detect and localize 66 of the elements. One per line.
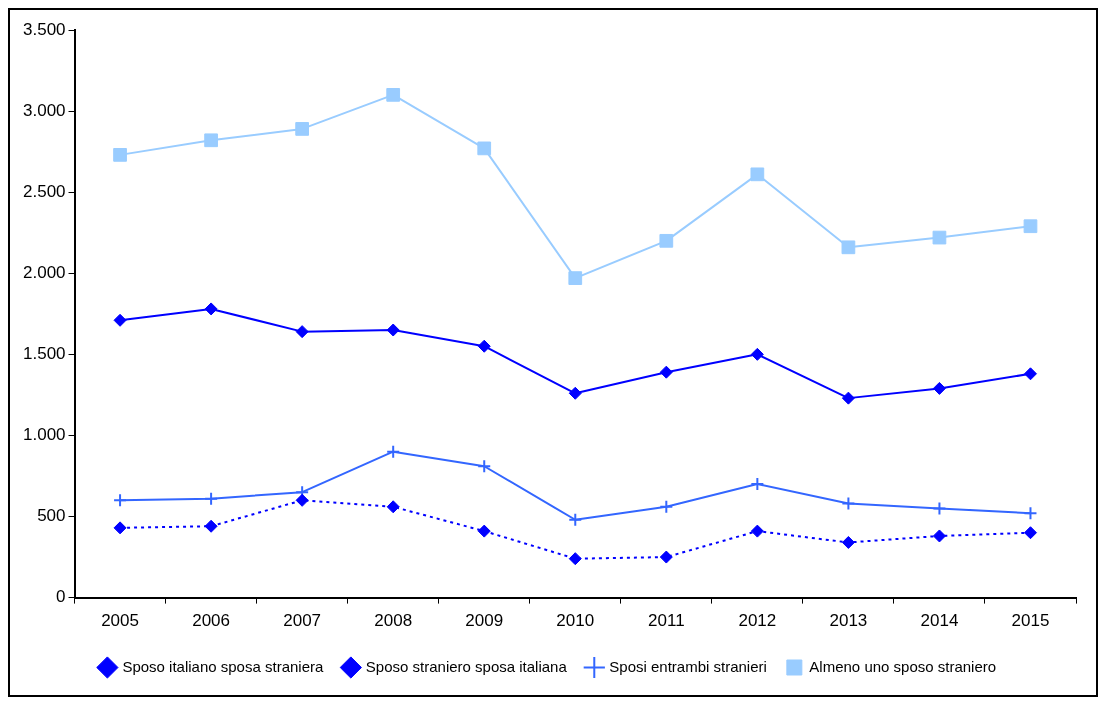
y-tick-label: 2.500 — [22, 181, 66, 201]
y-tick-label: 1.000 — [22, 425, 66, 445]
x-tick-label: 2011 — [648, 611, 685, 631]
point — [113, 313, 127, 327]
point — [295, 122, 310, 136]
point — [750, 524, 764, 538]
y-tick-label: 500 — [37, 506, 66, 526]
point — [204, 491, 219, 506]
point — [1023, 526, 1037, 540]
y-tick-label: 3.000 — [22, 100, 66, 120]
point — [932, 230, 947, 245]
point — [1023, 219, 1038, 234]
point — [568, 271, 583, 285]
point — [113, 493, 128, 508]
legend-label: Sposi entrambi stranieri — [609, 657, 767, 675]
x-tick-label: 2010 — [556, 611, 595, 631]
point — [568, 512, 583, 527]
point — [568, 552, 582, 566]
point — [295, 325, 309, 339]
point — [841, 391, 855, 405]
legend-label: Sposo straniero sposa italiana — [365, 657, 568, 675]
point — [841, 240, 856, 255]
point — [477, 339, 491, 353]
point — [113, 521, 127, 535]
x-tick-label: 2008 — [374, 611, 413, 631]
x-tick-label: 2014 — [920, 611, 959, 631]
y-tick-label: 2.000 — [22, 262, 66, 282]
point — [841, 535, 855, 549]
point — [659, 233, 674, 248]
point — [932, 501, 947, 516]
x-tick-label: 2013 — [829, 611, 868, 631]
x-tick-label: 2007 — [283, 611, 322, 631]
y-tick-label: 3.500 — [22, 19, 66, 39]
point — [204, 519, 218, 533]
point — [932, 529, 946, 543]
point — [477, 459, 492, 474]
x-tick-label: 2015 — [1011, 611, 1050, 631]
x-tick-label: 2005 — [101, 611, 139, 631]
legend-label: Almeno uno sposo straniero — [809, 657, 997, 675]
point — [750, 477, 765, 492]
y-tick-label: 1.500 — [22, 344, 66, 364]
x-tick-label: 2009 — [465, 611, 504, 631]
point — [477, 141, 492, 156]
point — [113, 148, 127, 162]
point — [750, 347, 764, 361]
point — [659, 499, 674, 514]
point — [659, 550, 673, 564]
point — [386, 88, 401, 102]
point — [659, 365, 673, 379]
point — [1023, 367, 1037, 381]
x-tick-label: 2012 — [738, 611, 777, 631]
point — [477, 524, 491, 538]
point — [1023, 506, 1038, 521]
point — [386, 500, 400, 514]
x-tick-label: 2006 — [192, 611, 231, 631]
y-tick-label: 0 — [56, 587, 66, 607]
point — [750, 167, 765, 182]
point — [204, 133, 218, 148]
point — [204, 302, 218, 316]
point — [386, 444, 401, 459]
point — [932, 381, 946, 395]
point — [568, 386, 582, 400]
legend-label: Sposo italiano sposa straniera — [122, 657, 324, 675]
point — [386, 323, 400, 337]
point — [295, 493, 309, 507]
point — [841, 496, 856, 511]
